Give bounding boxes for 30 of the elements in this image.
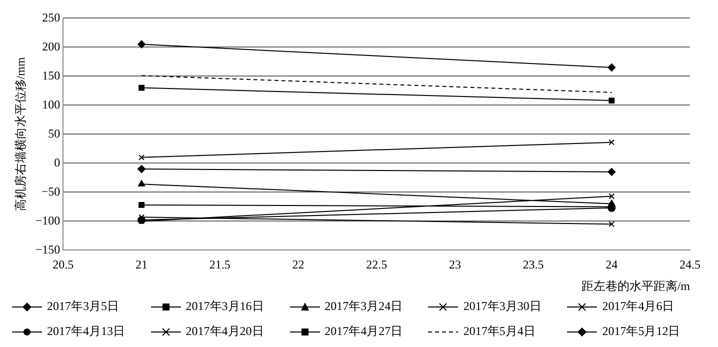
y-axis-title: 高机房右墙横向水平位移/mm — [13, 56, 28, 212]
legend-label: 2017年3月30日 — [463, 298, 542, 315]
x-tick-label: 24 — [606, 258, 618, 272]
y-tick-label: −50 — [41, 184, 60, 198]
legend-label: 2017年4月20日 — [186, 323, 264, 340]
y-tick-label: 0 — [54, 155, 60, 170]
y-tick-label: −100 — [35, 213, 60, 228]
legend-label: 2017年5月12日 — [602, 323, 680, 340]
legend-label: 2017年4月27日 — [324, 323, 403, 340]
y-tick-label: 100 — [42, 97, 60, 112]
x-tick-label: 23 — [448, 258, 461, 272]
legend-label: 2017年4月6日 — [602, 298, 674, 315]
x-tick-label: 22.5 — [366, 258, 388, 272]
x-tick-label: 21 — [136, 258, 148, 272]
x-tick-label: 24.5 — [680, 258, 700, 272]
x-tick-label: 20.5 — [52, 258, 74, 272]
y-tick-label: −150 — [35, 242, 60, 256]
y-tick-label: 200 — [42, 39, 60, 54]
legend-label: 2017年5月4日 — [463, 323, 536, 340]
x-tick-label: 22 — [292, 258, 304, 272]
x-tick-label: 21.5 — [209, 258, 230, 272]
x-axis-title: 距左巷的水平距离/m — [581, 278, 691, 293]
legend-label: 2017年4月13日 — [47, 323, 125, 340]
legend-label: 2017年3月16日 — [186, 298, 264, 315]
legend-label: 2017年3月5日 — [47, 298, 119, 315]
y-tick-label: 250 — [42, 10, 60, 24]
y-tick-label: 50 — [48, 126, 60, 140]
y-tick-label: 150 — [42, 68, 60, 82]
x-tick-label: 23.5 — [522, 258, 544, 272]
legend-label: 2017年3月24日 — [324, 298, 403, 315]
